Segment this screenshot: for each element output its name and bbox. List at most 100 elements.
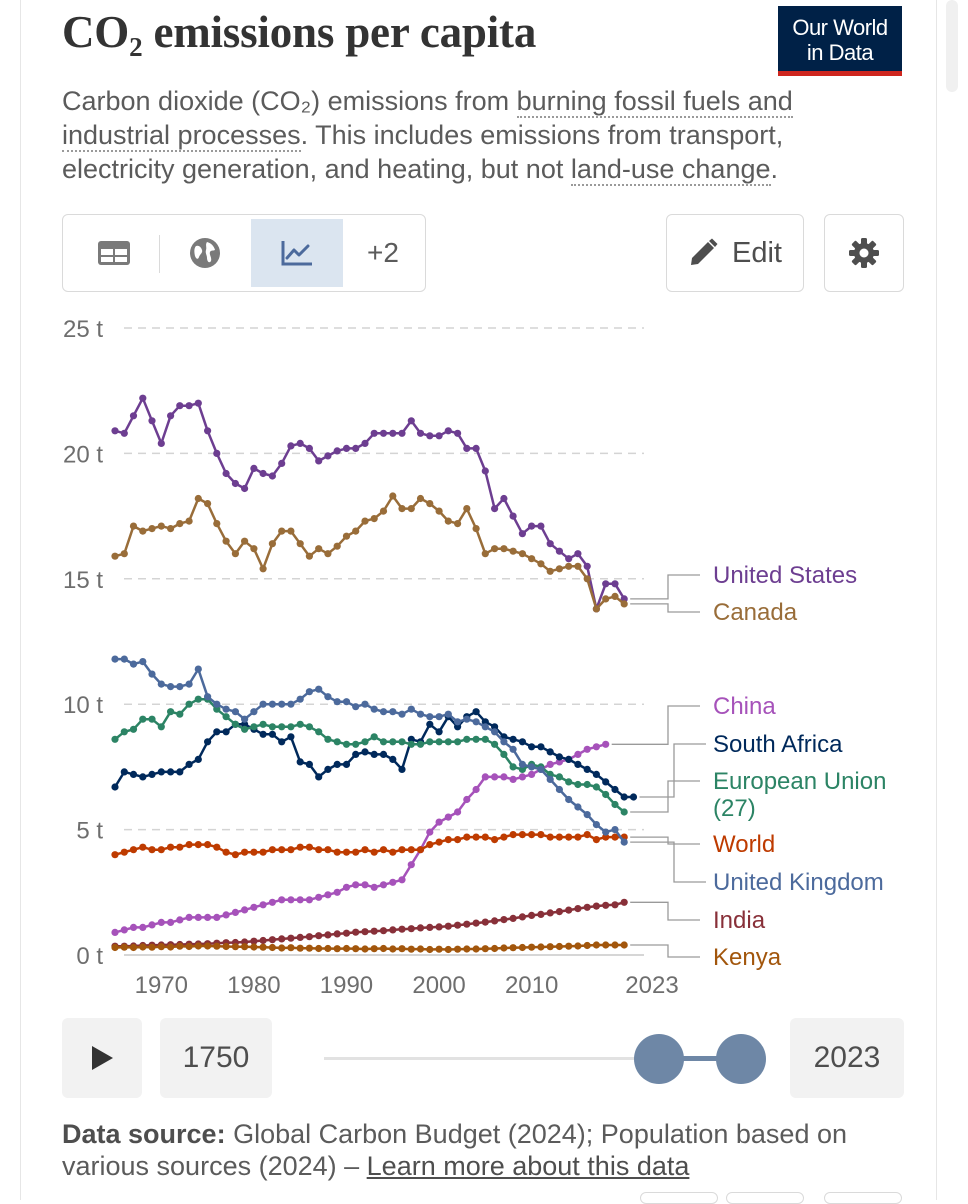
data-point[interactable] xyxy=(546,567,554,575)
data-point[interactable] xyxy=(231,708,239,716)
data-point[interactable] xyxy=(241,720,249,728)
data-point[interactable] xyxy=(157,768,165,776)
data-point[interactable] xyxy=(231,479,239,488)
data-point[interactable] xyxy=(583,811,591,819)
data-point[interactable] xyxy=(370,733,378,741)
data-point[interactable] xyxy=(565,778,573,786)
data-point[interactable] xyxy=(194,913,202,922)
data-point[interactable] xyxy=(167,768,175,776)
data-point[interactable] xyxy=(157,918,165,927)
data-point[interactable] xyxy=(305,723,313,731)
data-point[interactable] xyxy=(315,932,323,940)
data-point[interactable] xyxy=(370,945,378,953)
data-point[interactable] xyxy=(167,708,175,716)
data-point[interactable] xyxy=(148,525,156,533)
data-point[interactable] xyxy=(407,861,415,869)
data-point[interactable] xyxy=(481,945,489,953)
data-point[interactable] xyxy=(602,778,610,786)
data-point[interactable] xyxy=(500,545,508,553)
data-point[interactable] xyxy=(518,550,527,558)
data-point[interactable] xyxy=(389,926,397,934)
data-point[interactable] xyxy=(305,944,313,952)
data-point[interactable] xyxy=(481,723,489,731)
data-point[interactable] xyxy=(444,922,452,930)
data-point[interactable] xyxy=(491,773,499,781)
data-point[interactable] xyxy=(592,743,601,751)
data-point[interactable] xyxy=(342,944,351,953)
data-point[interactable] xyxy=(500,944,508,952)
data-point[interactable] xyxy=(324,931,332,939)
data-point[interactable] xyxy=(546,909,554,917)
data-point[interactable] xyxy=(111,783,119,791)
series-label[interactable]: India xyxy=(713,907,766,934)
data-point[interactable] xyxy=(444,710,452,718)
data-point[interactable] xyxy=(463,945,471,953)
data-point[interactable] xyxy=(352,444,360,452)
data-point[interactable] xyxy=(296,695,304,703)
data-point[interactable] xyxy=(157,943,165,951)
data-point[interactable] xyxy=(287,944,295,952)
data-point[interactable] xyxy=(176,916,184,924)
data-point[interactable] xyxy=(629,793,638,801)
data-point[interactable] xyxy=(139,773,147,781)
data-point[interactable] xyxy=(176,768,184,776)
data-point[interactable] xyxy=(278,459,286,467)
data-point[interactable] xyxy=(379,507,388,515)
data-point[interactable] xyxy=(472,525,480,533)
data-point[interactable] xyxy=(185,913,193,922)
data-point[interactable] xyxy=(454,718,462,726)
data-point[interactable] xyxy=(611,592,619,600)
data-point[interactable] xyxy=(444,945,452,954)
data-point[interactable] xyxy=(120,728,128,736)
data-point[interactable] xyxy=(435,507,443,515)
data-point[interactable] xyxy=(352,740,360,748)
data-point[interactable] xyxy=(574,803,582,811)
data-point[interactable] xyxy=(611,826,619,834)
data-point[interactable] xyxy=(528,911,536,920)
data-point[interactable] xyxy=(139,843,147,851)
end-year-handle[interactable] xyxy=(716,1034,766,1084)
data-point[interactable] xyxy=(509,831,517,839)
data-point[interactable] xyxy=(407,505,415,513)
data-point[interactable] xyxy=(148,770,156,778)
data-point[interactable] xyxy=(129,943,138,952)
data-point[interactable] xyxy=(407,705,415,713)
data-point[interactable] xyxy=(250,903,258,911)
data-point[interactable] xyxy=(139,658,147,666)
data-point[interactable] xyxy=(574,750,582,758)
data-point[interactable] xyxy=(398,876,406,884)
data-point[interactable] xyxy=(537,765,545,773)
data-point[interactable] xyxy=(352,750,360,758)
series-south-africa[interactable] xyxy=(111,708,638,801)
data-point[interactable] xyxy=(213,942,221,950)
data-point[interactable] xyxy=(361,517,369,525)
data-point[interactable] xyxy=(518,765,527,773)
data-point[interactable] xyxy=(204,427,212,435)
data-point[interactable] xyxy=(333,542,341,550)
data-point[interactable] xyxy=(463,920,471,928)
data-point[interactable] xyxy=(574,562,582,570)
data-point[interactable] xyxy=(500,916,508,924)
data-point[interactable] xyxy=(278,723,286,731)
data-point[interactable] xyxy=(342,760,351,768)
data-point[interactable] xyxy=(324,846,332,854)
data-point[interactable] xyxy=(231,851,239,859)
data-point[interactable] xyxy=(213,728,221,736)
data-point[interactable] xyxy=(315,846,323,854)
data-point[interactable] xyxy=(537,910,545,919)
data-point[interactable] xyxy=(509,775,517,783)
data-point[interactable] xyxy=(528,522,536,530)
data-point[interactable] xyxy=(537,943,545,951)
data-point[interactable] xyxy=(454,738,462,746)
data-point[interactable] xyxy=(463,833,471,841)
data-point[interactable] xyxy=(250,464,258,472)
data-point[interactable] xyxy=(592,836,601,844)
data-point[interactable] xyxy=(389,429,397,437)
data-point[interactable] xyxy=(111,928,119,937)
data-point[interactable] xyxy=(352,703,360,711)
data-point[interactable] xyxy=(426,923,434,932)
data-point[interactable] xyxy=(416,846,425,854)
data-point[interactable] xyxy=(416,945,425,953)
data-point[interactable] xyxy=(120,848,128,856)
data-point[interactable] xyxy=(602,790,610,799)
